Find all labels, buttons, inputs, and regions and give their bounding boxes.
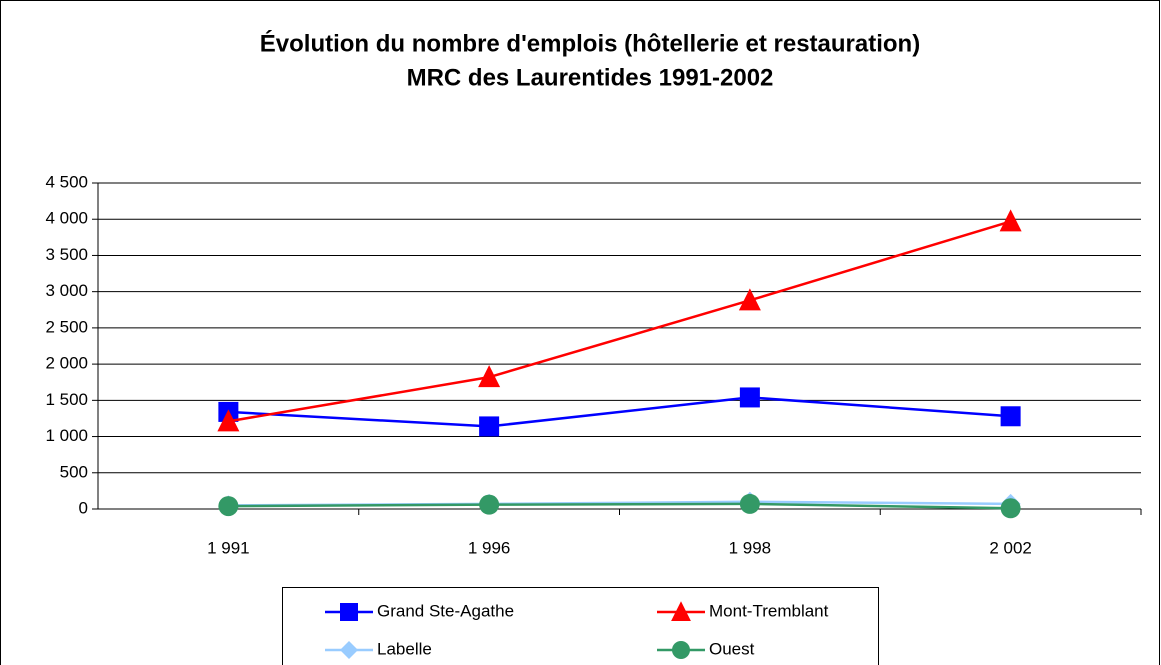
y-tick-label: 4 500 xyxy=(45,172,88,191)
legend-label: Mont-Tremblant xyxy=(709,601,829,620)
y-tick-label: 500 xyxy=(60,462,88,481)
y-tick-label: 2 000 xyxy=(45,354,88,373)
series-line xyxy=(228,396,1011,428)
x-tick-label: 1 998 xyxy=(729,538,772,557)
chart-title: Évolution du nombre d'emplois (hôtelleri… xyxy=(260,29,920,57)
marker xyxy=(1000,406,1021,427)
legend-label: Ouest xyxy=(709,639,755,658)
legend-marker xyxy=(671,601,691,621)
y-tick-label: 4 000 xyxy=(45,209,88,228)
legend-marker xyxy=(340,603,358,621)
marker xyxy=(217,409,240,432)
legend-marker xyxy=(672,641,690,659)
y-tick-label: 1 000 xyxy=(45,426,88,445)
y-tick-label: 0 xyxy=(79,498,88,517)
legend-label: Grand Ste-Agathe xyxy=(377,601,514,620)
chart-subtitle: MRC des Laurentides 1991-2002 xyxy=(407,64,774,91)
x-tick-label: 2 002 xyxy=(989,538,1032,557)
marker xyxy=(218,496,239,517)
legend-box xyxy=(282,587,879,665)
marker xyxy=(739,493,760,514)
marker xyxy=(479,416,500,437)
series-line xyxy=(228,220,1011,423)
marker xyxy=(738,288,761,311)
series-line xyxy=(228,502,1011,510)
y-tick-label: 1 500 xyxy=(45,390,88,409)
y-tick-label: 2 500 xyxy=(45,317,88,336)
marker xyxy=(1000,498,1021,519)
legend-label: Labelle xyxy=(377,639,432,658)
x-tick-label: 1 991 xyxy=(207,538,250,557)
legend-marker xyxy=(340,641,358,659)
marker xyxy=(999,209,1022,232)
x-tick-label: 1 996 xyxy=(468,538,511,557)
y-tick-label: 3 500 xyxy=(45,245,88,264)
marker xyxy=(478,365,501,388)
marker xyxy=(479,494,500,515)
marker xyxy=(739,387,760,408)
y-tick-label: 3 000 xyxy=(45,281,88,300)
